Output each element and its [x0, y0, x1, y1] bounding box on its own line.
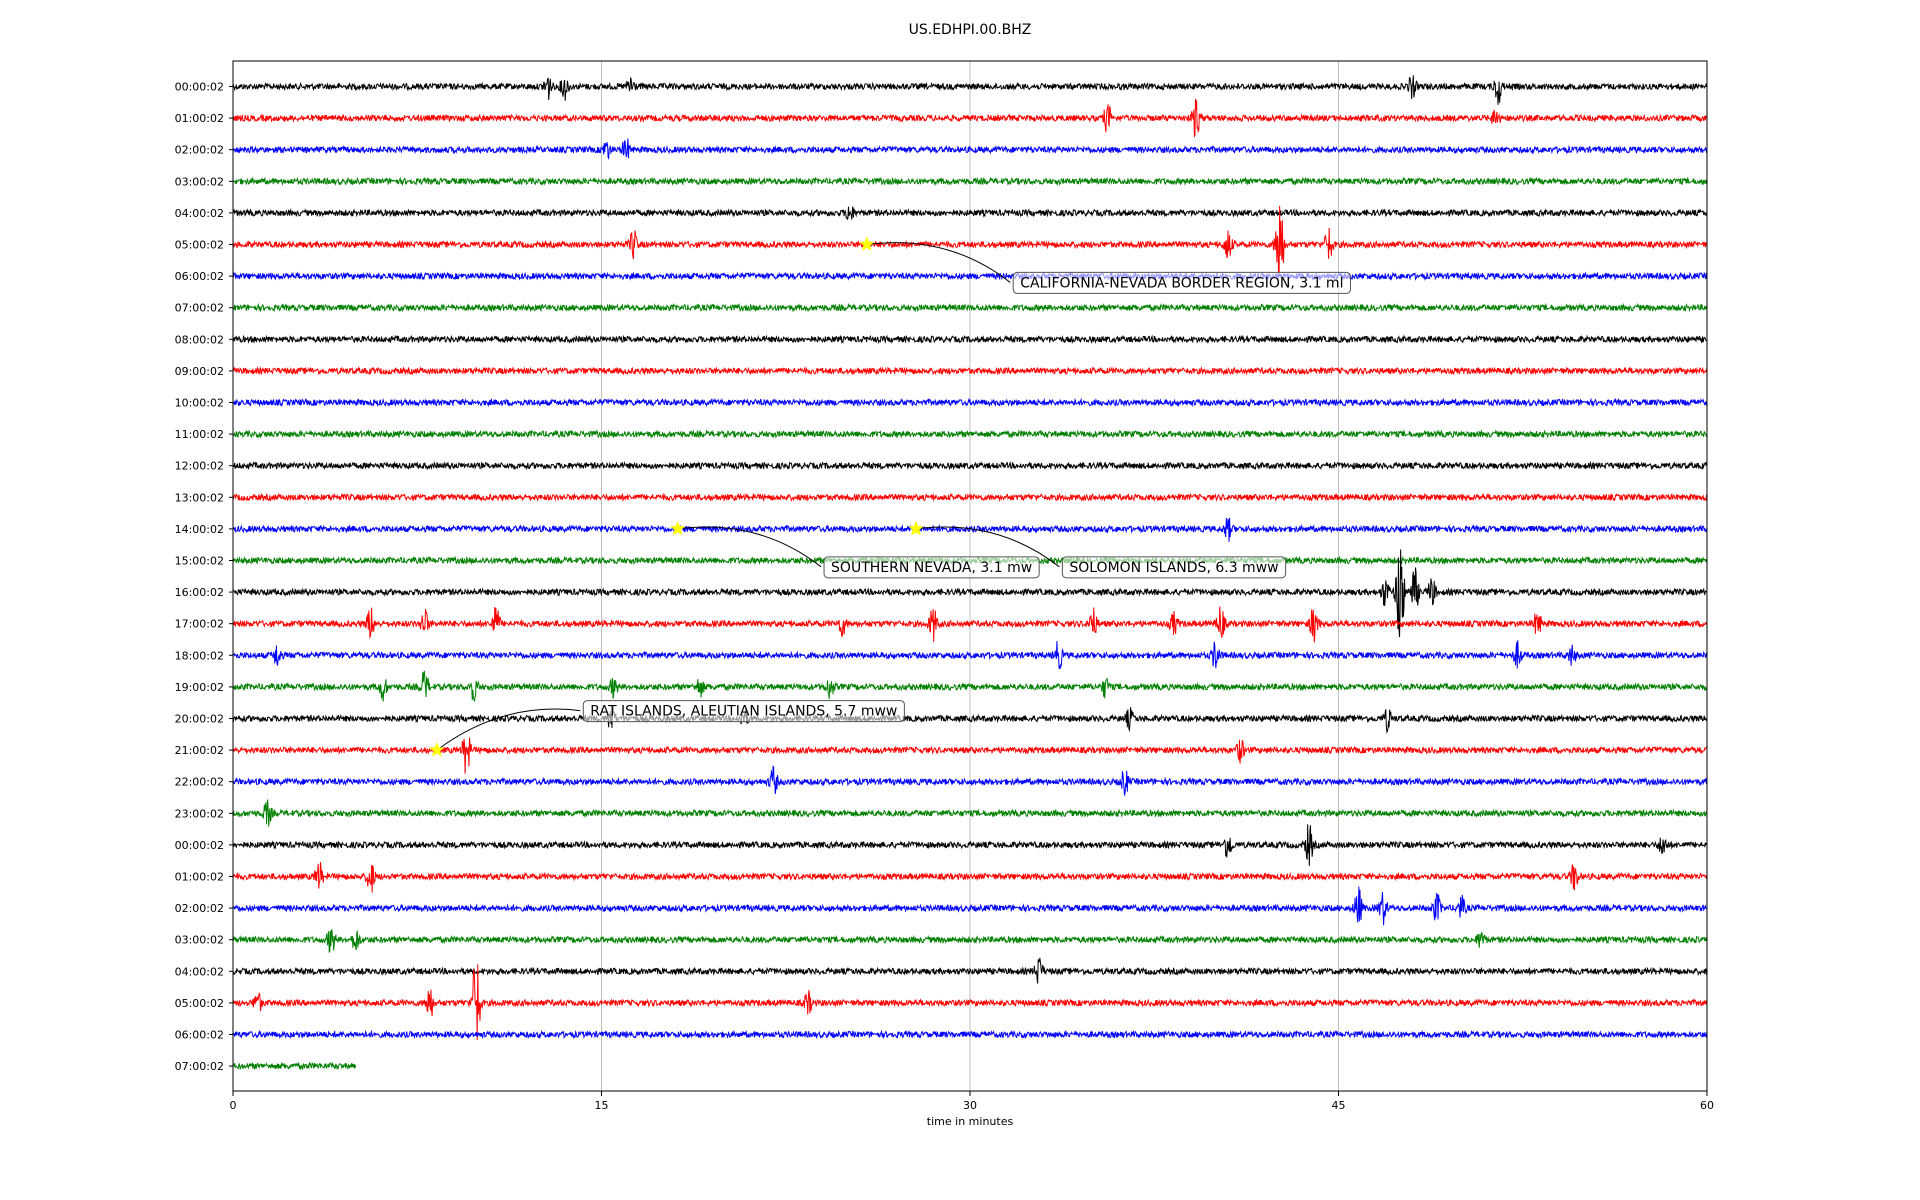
row-time-label: 13:00:02 [175, 491, 224, 504]
row-time-label: 06:00:02 [175, 1029, 224, 1042]
trace-row-25 [232, 862, 1708, 893]
event-label: SOUTHERN NEVADA, 3.1 mw [831, 560, 1032, 576]
trace-row-30 [232, 1029, 1708, 1040]
row-time-label: 05:00:02 [175, 239, 224, 252]
trace-row-19 [232, 670, 1708, 702]
trace-row-20 [232, 705, 1708, 735]
row-time-label: 17:00:02 [175, 618, 224, 631]
trace-row-1 [232, 98, 1708, 138]
row-time-label: 00:00:02 [175, 839, 224, 852]
trace-row-27 [232, 929, 1708, 953]
event-connector [915, 526, 1060, 568]
row-time-label: 08:00:02 [175, 333, 224, 346]
row-time-label: 07:00:02 [175, 1060, 224, 1073]
row-time-label: 10:00:02 [175, 397, 224, 410]
event-annotations: CALIFORNIA-NEVADA BORDER REGION, 3.1 ml S… [429, 236, 1351, 757]
x-axis-label: time in minutes [927, 1115, 1014, 1128]
event-annotation: SOLOMON ISLANDS, 6.3 mww [908, 520, 1287, 579]
row-time-label: 20:00:02 [175, 713, 224, 726]
row-time-label: 01:00:02 [175, 112, 224, 125]
event-star-marker [908, 520, 924, 536]
trace-row-31 [232, 1061, 357, 1071]
trace-row-6 [232, 271, 1708, 281]
event-label: CALIFORNIA-NEVADA BORDER REGION, 3.1 ml [1020, 275, 1343, 291]
trace-row-29 [232, 964, 1708, 1040]
trace-row-13 [232, 492, 1708, 503]
row-time-label: 12:00:02 [175, 460, 224, 473]
row-time-label: 19:00:02 [175, 681, 224, 694]
trace-row-17 [232, 606, 1708, 643]
row-time-label: 23:00:02 [175, 807, 224, 820]
trace-row-23 [232, 799, 1708, 827]
row-time-label: 07:00:02 [175, 302, 224, 315]
event-connector [866, 242, 1011, 283]
event-star-marker [429, 741, 445, 757]
row-time-label: 02:00:02 [175, 902, 224, 915]
trace-row-24 [232, 824, 1708, 866]
row-time-label: 03:00:02 [175, 175, 224, 188]
trace-row-16 [232, 549, 1708, 638]
trace-row-4 [232, 206, 1708, 221]
x-tick-label: 15 [595, 1099, 609, 1112]
row-time-label: 09:00:02 [175, 365, 224, 378]
event-label: SOLOMON ISLANDS, 6.3 mww [1069, 560, 1278, 576]
row-time-label: 21:00:02 [175, 744, 224, 757]
x-tick-label: 0 [230, 1099, 237, 1112]
plot-frame [232, 60, 1708, 1092]
row-time-label: 05:00:02 [175, 997, 224, 1010]
x-axis-ticks: 0 15 30 45 60 [230, 1091, 1714, 1112]
trace-row-12 [232, 460, 1708, 471]
event-label-box [582, 700, 905, 723]
trace-row-8 [232, 334, 1708, 345]
event-connector [677, 526, 822, 568]
event-label-box [1061, 556, 1287, 579]
row-time-label: 16:00:02 [175, 586, 224, 599]
row-time-label: 04:00:02 [175, 207, 224, 220]
event-label: RAT ISLANDS, ALEUTIAN ISLANDS, 5.7 mww [590, 704, 897, 720]
row-time-label: 22:00:02 [175, 776, 224, 789]
event-annotation: CALIFORNIA-NEVADA BORDER REGION, 3.1 ml [859, 236, 1351, 294]
row-time-label: 06:00:02 [175, 270, 224, 283]
x-tick-label: 45 [1332, 1099, 1346, 1112]
row-time-label: 00:00:02 [175, 81, 224, 94]
trace-row-22 [232, 765, 1708, 796]
x-tick-label: 30 [963, 1099, 977, 1112]
row-time-label: 03:00:02 [175, 934, 224, 947]
event-annotation: SOUTHERN NEVADA, 3.1 mw [669, 520, 1040, 579]
chart-title: US.EDHPI.00.BHZ [909, 22, 1032, 38]
row-time-label: 01:00:02 [175, 871, 224, 884]
event-star-marker [859, 236, 875, 252]
event-connector [436, 708, 581, 751]
row-time-label: 18:00:02 [175, 649, 224, 662]
trace-row-0 [232, 75, 1708, 105]
event-star-marker [669, 520, 686, 536]
trace-group [232, 75, 1708, 1071]
trace-row-7 [232, 302, 1708, 313]
trace-row-10 [232, 397, 1708, 408]
row-time-label: 11:00:02 [175, 428, 224, 441]
trace-row-14 [232, 517, 1708, 542]
row-time-labels: 00:00:02 01:00:02 02:00:02 03:00:02 04:00:02… [175, 81, 233, 1073]
event-label-box [1012, 271, 1351, 294]
row-time-label: 14:00:02 [175, 523, 224, 536]
trace-row-28 [232, 957, 1708, 984]
trace-row-26 [232, 886, 1708, 926]
trace-row-2 [232, 138, 1708, 160]
trace-row-18 [232, 640, 1708, 669]
row-time-label: 02:00:02 [175, 144, 224, 157]
event-annotation: RAT ISLANDS, ALEUTIAN ISLANDS, 5.7 mww [429, 700, 905, 757]
trace-row-3 [232, 176, 1708, 187]
x-tick-label: 60 [1700, 1099, 1714, 1112]
event-label-box [823, 556, 1040, 579]
row-time-label: 04:00:02 [175, 965, 224, 978]
trace-row-9 [232, 365, 1708, 376]
trace-row-21 [232, 737, 1708, 774]
trace-row-11 [232, 429, 1708, 439]
trace-row-5 [232, 205, 1708, 277]
row-time-label: 15:00:02 [175, 555, 224, 568]
